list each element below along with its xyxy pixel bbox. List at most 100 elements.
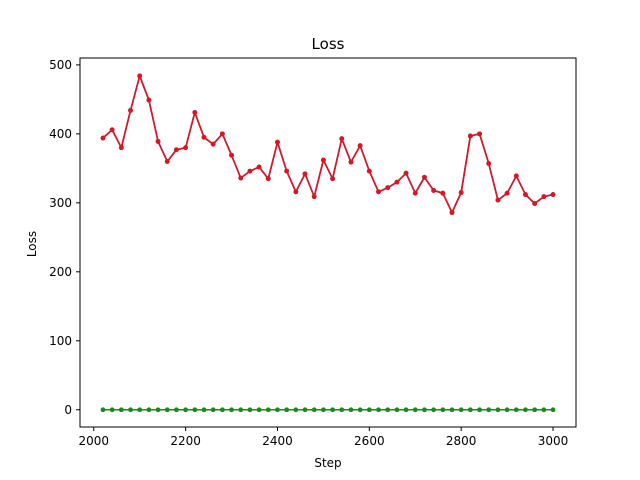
- x-tick-label: 2400: [262, 434, 293, 448]
- series-2-point: [146, 407, 152, 413]
- series-2-point: [541, 407, 547, 413]
- series-2-point: [532, 407, 538, 413]
- series-2-point: [366, 407, 372, 413]
- series-1-point: [376, 189, 381, 195]
- chart-title: Loss: [312, 35, 345, 53]
- series-1-point: [284, 168, 290, 174]
- y-tick-label: 400: [49, 127, 72, 141]
- series-2-point: [321, 407, 326, 413]
- series-1-point: [532, 201, 538, 206]
- series-1-point: [449, 210, 455, 215]
- series-1-point: [183, 145, 189, 151]
- series-2-point: [477, 407, 482, 413]
- series-1-point: [321, 157, 326, 163]
- series-2-point: [210, 407, 216, 413]
- series-1-point: [339, 136, 345, 142]
- series-1-point: [192, 110, 198, 115]
- y-tick-label: 100: [49, 334, 72, 348]
- series-1-point: [275, 139, 280, 145]
- series-1-point: [146, 97, 152, 103]
- series-2-point: [376, 407, 381, 413]
- series-2-point: [330, 407, 335, 413]
- series-1-point: [550, 192, 556, 197]
- series-2-point: [385, 407, 391, 413]
- series-1-point: [394, 179, 400, 185]
- plot-area: 2000 2200 2400 2600 2800 3000 0 100 200 300 400 500: [49, 58, 568, 448]
- series-2-point: [265, 407, 271, 413]
- series-2-point: [137, 407, 143, 413]
- series-2-point: [201, 407, 207, 413]
- series-2-point: [109, 407, 115, 413]
- series-1-point: [118, 145, 124, 151]
- series-2-point: [192, 407, 198, 413]
- series-2-point: [550, 407, 556, 413]
- series-2-point: [440, 407, 446, 413]
- series-1-point: [458, 190, 464, 195]
- x-tick-label: 3000: [538, 434, 569, 448]
- series-2-point: [155, 407, 161, 413]
- plot-frame: [79, 57, 577, 428]
- series-1-point: [293, 189, 299, 195]
- y-tick-label: 300: [49, 196, 72, 210]
- series-2-point: [458, 407, 464, 413]
- series-2-point: [256, 407, 262, 413]
- series-2-point: [348, 407, 354, 413]
- series-2-point: [174, 407, 179, 413]
- x-tick-label: 2800: [446, 434, 477, 448]
- y-tick-label: 200: [49, 265, 72, 279]
- series-2-point: [357, 407, 363, 413]
- series-2-point: [523, 407, 528, 413]
- series-1-point: [523, 192, 528, 197]
- series-1-point: [412, 190, 418, 196]
- series-1-point: [467, 133, 473, 139]
- series-1-point: [219, 131, 225, 137]
- y-tick-label: 500: [49, 58, 72, 72]
- series-2-point: [164, 407, 170, 413]
- series-2-point: [504, 407, 510, 413]
- series-1-point: [357, 143, 363, 148]
- series-1-point: [265, 176, 271, 182]
- series-2-point: [422, 407, 427, 413]
- series-1-point: [513, 173, 519, 179]
- x-tick-label: 2200: [170, 434, 201, 448]
- series-2-point: [275, 407, 280, 413]
- series-1-point: [541, 194, 547, 200]
- series-1-point: [403, 170, 409, 176]
- series-1-point: [137, 73, 143, 79]
- series-1-point: [348, 159, 354, 165]
- series-2-point: [247, 407, 253, 413]
- series-2-point: [394, 407, 400, 413]
- series-1-point: [229, 152, 234, 158]
- series-2-point: [229, 407, 234, 413]
- series-2-point: [100, 407, 106, 413]
- series-1-point: [366, 168, 372, 174]
- series-2-point: [219, 407, 225, 413]
- series-1-point: [155, 139, 161, 144]
- series-2-point: [293, 407, 299, 413]
- series-2-point: [238, 407, 244, 413]
- series-2-point: [118, 407, 124, 413]
- series-1-point: [495, 197, 501, 203]
- series-2-point: [495, 407, 501, 413]
- series-1-point: [100, 135, 106, 141]
- series-1-point: [174, 147, 179, 153]
- series-1-point: [330, 176, 335, 182]
- series-1-point: [431, 188, 437, 193]
- series-1-point: [109, 127, 115, 133]
- series-1-point: [201, 134, 207, 140]
- series-2-point: [403, 407, 409, 413]
- series-1-point: [128, 108, 133, 113]
- series-2-point: [339, 407, 345, 413]
- series-2-point: [449, 407, 455, 413]
- series-1-point: [477, 131, 482, 137]
- x-tick-label: 2000: [79, 434, 110, 448]
- series-1-point: [238, 175, 244, 181]
- x-axis-label: Step: [314, 456, 341, 470]
- series-1-point: [164, 159, 170, 164]
- series-1-point: [247, 168, 253, 174]
- y-tick-label: 0: [64, 403, 72, 417]
- series-2-point: [513, 407, 519, 413]
- series-2-point: [467, 407, 473, 413]
